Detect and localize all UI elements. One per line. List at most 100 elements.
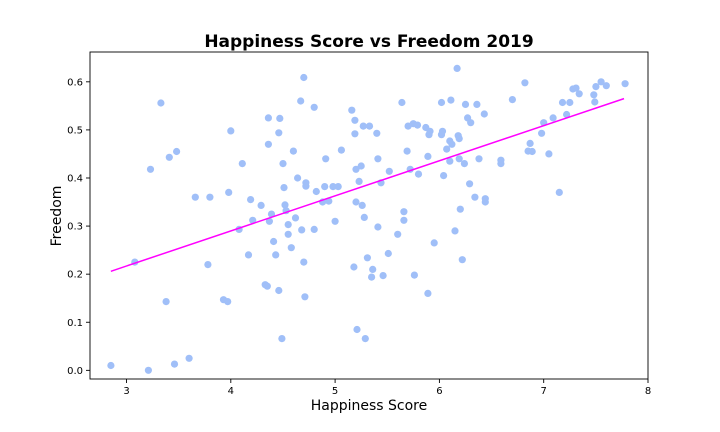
x-tick-label: 7 (541, 386, 547, 397)
y-tick-label: 0.4 (67, 173, 83, 184)
data-point (244, 251, 253, 259)
data-point (475, 155, 483, 163)
regression-line (110, 97, 625, 272)
data-point (426, 127, 434, 135)
data-point (185, 354, 193, 362)
data-point (275, 286, 283, 295)
data-point (597, 78, 605, 86)
data-point (294, 174, 302, 182)
data-point (312, 187, 320, 196)
data-point (249, 216, 257, 224)
data-point (146, 165, 155, 173)
data-point (170, 360, 179, 368)
data-point (538, 129, 546, 137)
y-tick-label: 0.1 (67, 318, 83, 329)
data-point (357, 162, 365, 170)
data-point (446, 157, 454, 165)
data-point (440, 172, 448, 180)
data-point (365, 122, 374, 130)
data-point (247, 196, 255, 204)
data-point (471, 193, 479, 201)
x-tick-label: 5 (332, 386, 338, 397)
data-point (191, 193, 199, 201)
data-point (280, 184, 288, 192)
data-point (438, 127, 447, 135)
data-point (473, 100, 481, 108)
data-point (413, 121, 422, 129)
data-point (321, 183, 329, 191)
data-point (453, 64, 461, 72)
data-point (360, 213, 368, 221)
y-tick-label: 0.0 (67, 366, 83, 377)
data-point (350, 263, 358, 271)
data-point (374, 223, 382, 231)
data-point (480, 110, 488, 118)
data-point (352, 165, 360, 173)
data-point (337, 146, 345, 154)
data-point (329, 183, 337, 191)
data-point (563, 110, 571, 119)
data-point (353, 325, 361, 334)
data-point (460, 160, 468, 168)
data-point (424, 152, 432, 160)
data-point (410, 271, 418, 279)
data-point (363, 254, 371, 262)
data-point (456, 205, 464, 213)
data-point (424, 289, 432, 297)
data-point (264, 140, 272, 148)
data-point (272, 251, 280, 259)
data-point (455, 155, 463, 163)
data-point (225, 188, 233, 196)
data-point (394, 230, 402, 238)
data-point (373, 129, 381, 137)
data-point (276, 114, 284, 122)
data-point (521, 79, 529, 87)
data-point (379, 272, 387, 280)
data-point (298, 226, 306, 234)
data-point (284, 221, 292, 229)
data-point (358, 201, 366, 209)
data-point (385, 167, 393, 175)
data-point (322, 155, 330, 163)
y-tick-label: 0.3 (67, 222, 83, 233)
chart-title: Happiness Score vs Freedom 2019 (204, 32, 533, 52)
data-point (400, 216, 408, 224)
data-point (263, 282, 271, 290)
data-point (566, 98, 574, 107)
data-point (443, 145, 451, 153)
data-point (451, 227, 459, 235)
data-point (301, 293, 309, 301)
data-point (555, 188, 563, 196)
data-point (302, 182, 310, 190)
data-point (369, 265, 377, 273)
data-point (590, 91, 598, 99)
data-point (284, 230, 292, 238)
data-point (224, 298, 232, 306)
data-point (359, 122, 367, 130)
data-point (351, 130, 359, 138)
data-point (281, 201, 289, 209)
data-point (204, 261, 212, 269)
data-point (403, 147, 411, 155)
data-point (437, 98, 446, 107)
plot-area: 3 4 5 6 7 8 0.0 0.1 0.2 0.3 0.4 0.5 0.6 (67, 51, 651, 397)
data-point (621, 80, 629, 88)
data-point (508, 96, 516, 104)
x-tick-label: 6 (436, 386, 442, 397)
data-points (107, 64, 629, 374)
data-point (264, 114, 272, 122)
data-point (414, 170, 423, 178)
data-point (528, 147, 536, 156)
data-point (331, 217, 339, 225)
x-tick-label: 4 (228, 386, 234, 397)
data-point (458, 256, 466, 264)
data-point (310, 225, 318, 233)
data-point (384, 249, 392, 258)
data-point (107, 361, 115, 370)
data-point (206, 193, 214, 201)
data-point (455, 135, 463, 143)
data-point (265, 217, 273, 225)
data-point (467, 119, 475, 127)
data-point (348, 106, 356, 114)
